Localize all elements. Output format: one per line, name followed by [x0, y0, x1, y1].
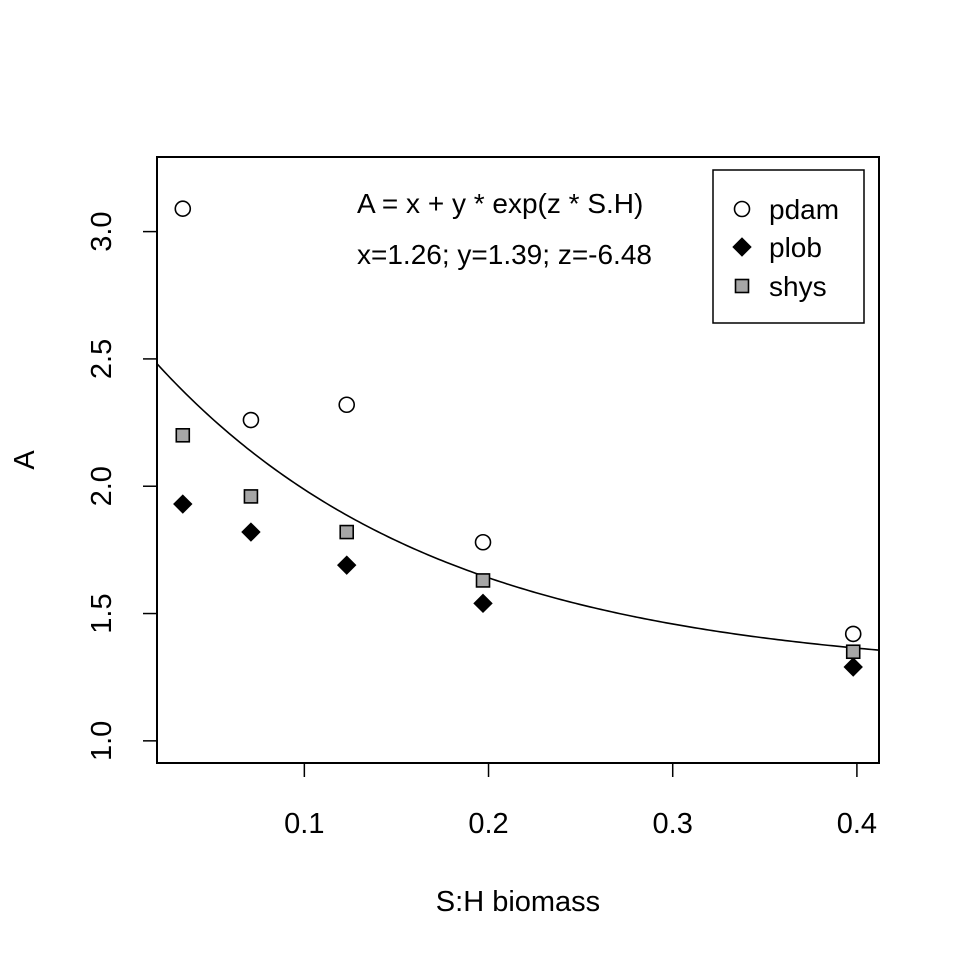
point-plob	[473, 593, 493, 614]
coefficients-annotation: x=1.26; y=1.39; z=-6.48	[357, 239, 652, 270]
data-points	[173, 200, 863, 677]
x-tick-label: 0.1	[284, 808, 324, 840]
y-tick-label: 1.0	[86, 721, 118, 761]
x-tick-label: 0.4	[837, 808, 877, 840]
legend-label-plob: plob	[769, 232, 822, 263]
fit-curve	[158, 363, 878, 651]
point-pdam	[338, 396, 356, 414]
point-plob	[241, 522, 261, 542]
point-plob	[843, 657, 863, 677]
y-tick-label: 2.0	[86, 466, 118, 506]
point-shys	[475, 573, 491, 588]
point-shys	[175, 428, 191, 443]
x-axis: 0.1 0.2 0.3 0.4	[284, 762, 877, 840]
x-tick-label: 0.2	[468, 808, 508, 840]
y-axis-title: A	[9, 450, 41, 470]
point-shys	[845, 644, 861, 660]
y-tick-label: 2.5	[86, 339, 118, 379]
x-tick-label: 0.3	[653, 808, 693, 840]
point-shys	[339, 524, 355, 540]
point-pdam	[844, 625, 862, 643]
equation-annotation: A = x + y * exp(z * S.H)	[357, 188, 643, 219]
point-plob	[337, 555, 357, 575]
legend-marker-shys	[734, 278, 750, 294]
legend-label-shys: shys	[769, 271, 827, 302]
point-plob	[173, 494, 193, 514]
point-shys	[243, 489, 259, 504]
point-pdam	[474, 533, 492, 551]
legend-label-pdam: pdam	[769, 194, 839, 225]
point-pdam	[174, 200, 192, 217]
y-axis: 1.0 1.5 2.0 2.5 3.0	[86, 211, 158, 761]
x-axis-title: S:H biomass	[436, 886, 600, 918]
legend-marker-plob	[732, 237, 752, 257]
point-pdam	[242, 411, 260, 429]
y-tick-label: 1.5	[86, 593, 118, 633]
y-tick-label: 3.0	[86, 211, 118, 251]
legend-marker-pdam	[733, 200, 751, 218]
legend: pdam plob shys	[712, 169, 865, 324]
